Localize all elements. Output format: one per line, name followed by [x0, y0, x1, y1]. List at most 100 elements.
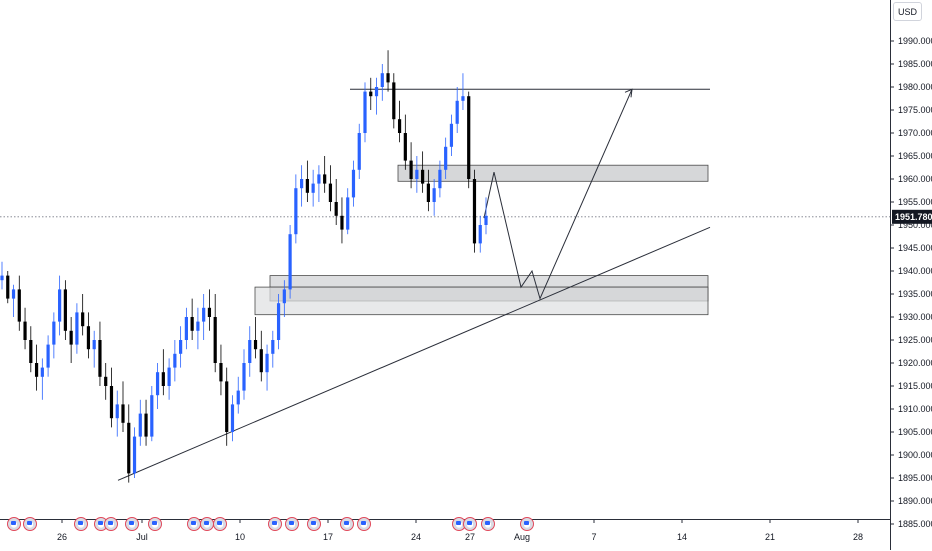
- candle-body: [225, 381, 229, 432]
- candle-body: [230, 404, 235, 432]
- price-tick-label: 1925.000: [898, 335, 932, 345]
- price-tick-label: 1915.000: [898, 381, 932, 391]
- us-flag-event-icon[interactable]: [148, 517, 162, 531]
- candle-body: [150, 395, 154, 437]
- price-tick-label: 1920.000: [898, 358, 932, 368]
- candle-body: [357, 133, 361, 170]
- price-axis[interactable]: 1990.000 1985.000 1980.000 1975.000 1970.000…: [890, 0, 932, 550]
- us-flag-event-icon[interactable]: [285, 517, 299, 531]
- candle-body: [127, 422, 131, 474]
- us-flag-event-icon[interactable]: [213, 517, 227, 531]
- candle-body: [415, 169, 419, 179]
- candle-body: [179, 340, 183, 354]
- time-tick: 17: [323, 520, 333, 542]
- candle-body: [328, 183, 333, 202]
- price-tick: 1915.000: [891, 381, 932, 391]
- price-tick: 1930.000: [891, 312, 932, 322]
- us-flag-event-icon[interactable]: [268, 517, 282, 531]
- candle-body: [144, 413, 148, 437]
- candle-body: [81, 312, 85, 327]
- candle-body: [300, 179, 304, 189]
- us-flag-event-icon[interactable]: [357, 517, 371, 531]
- candle-body: [363, 91, 367, 133]
- price-tick-label: 1890.000: [898, 496, 932, 506]
- last-price-tag: 1951.780: [892, 209, 932, 224]
- us-flag-event-icon[interactable]: [104, 517, 118, 531]
- price-tick: 1965.000: [891, 151, 932, 161]
- price-tick-label: 1935.000: [898, 289, 932, 299]
- projection-path: [483, 89, 633, 301]
- last-price-bg: [892, 209, 932, 224]
- candle-body: [317, 174, 321, 184]
- candle-body: [288, 234, 292, 290]
- candle-body: [161, 372, 165, 386]
- time-tick: 28: [853, 520, 863, 542]
- time-tick-label: 28: [853, 532, 863, 542]
- candle-body: [0, 275, 4, 281]
- time-tick-label: 24: [411, 532, 421, 542]
- us-flag-event-icon[interactable]: [340, 517, 354, 531]
- time-tick: Jul: [136, 520, 148, 542]
- time-tick-label: Jul: [136, 532, 148, 542]
- candle-body: [69, 330, 73, 345]
- time-tick-label: Aug: [514, 532, 530, 542]
- price-tick-label: 1950.000: [898, 220, 932, 230]
- us-flag-event-icon[interactable]: [520, 517, 534, 531]
- candle-body: [386, 73, 390, 83]
- us-flag-event-icon[interactable]: [200, 517, 214, 531]
- price-tick-label: 1970.000: [898, 128, 932, 138]
- zones-layer: [254, 164, 709, 316]
- price-tick: 1920.000: [891, 358, 932, 368]
- candle-body: [202, 307, 206, 322]
- us-flag-event-icon[interactable]: [7, 517, 21, 531]
- candle-body: [455, 100, 459, 124]
- price-tick: 1970.000: [891, 128, 932, 138]
- time-tick: 10: [235, 520, 245, 542]
- price-tick-label: 1895.000: [898, 473, 932, 483]
- drawings-layer: [0, 88, 890, 481]
- candle-body: [305, 179, 309, 193]
- candle-body: [374, 87, 379, 97]
- price-tick: 1985.000: [891, 59, 932, 69]
- resistance-zone: [397, 164, 709, 182]
- us-flag-event-icon[interactable]: [481, 517, 495, 531]
- us-flag-event-icon[interactable]: [463, 517, 477, 531]
- price-tick: 1955.000: [891, 197, 932, 207]
- candle-body: [75, 312, 79, 345]
- us-flag-event-icon[interactable]: [307, 517, 321, 531]
- us-flag-event-icon[interactable]: [187, 517, 201, 531]
- candle-body: [311, 183, 315, 193]
- candle-body: [173, 353, 177, 368]
- candle-body: [409, 160, 413, 179]
- candle-body: [242, 363, 246, 391]
- price-tick: 1945.000: [891, 243, 932, 253]
- candle-body: [92, 340, 96, 350]
- support-zone-lower: [254, 286, 709, 316]
- us-flag-event-icon[interactable]: [74, 517, 88, 531]
- price-tick: 1950.000: [891, 220, 932, 230]
- candle-body: [46, 344, 50, 368]
- price-tick: 1960.000: [891, 174, 932, 184]
- candle-body: [478, 225, 482, 244]
- price-tick-label: 1930.000: [898, 312, 932, 322]
- candle-body: [17, 289, 21, 322]
- price-tick: 1975.000: [891, 105, 932, 115]
- candle-body: [403, 133, 407, 161]
- candle-body: [421, 169, 425, 184]
- time-tick: 26: [57, 520, 67, 542]
- candle-body: [98, 340, 102, 377]
- candle-body: [34, 363, 39, 377]
- price-tick-label: 1985.000: [898, 59, 932, 69]
- candle-body: [444, 146, 448, 170]
- candle-body: [323, 174, 327, 184]
- price-tick-label: 1990.000: [898, 36, 932, 46]
- time-tick-label: 14: [677, 532, 687, 542]
- currency-badge[interactable]: USD: [893, 2, 922, 21]
- price-tick: 1925.000: [891, 335, 932, 345]
- us-flag-event-icon[interactable]: [23, 517, 37, 531]
- candle-body: [138, 413, 142, 437]
- candle-body: [23, 321, 27, 340]
- us-flag-event-icon[interactable]: [125, 517, 139, 531]
